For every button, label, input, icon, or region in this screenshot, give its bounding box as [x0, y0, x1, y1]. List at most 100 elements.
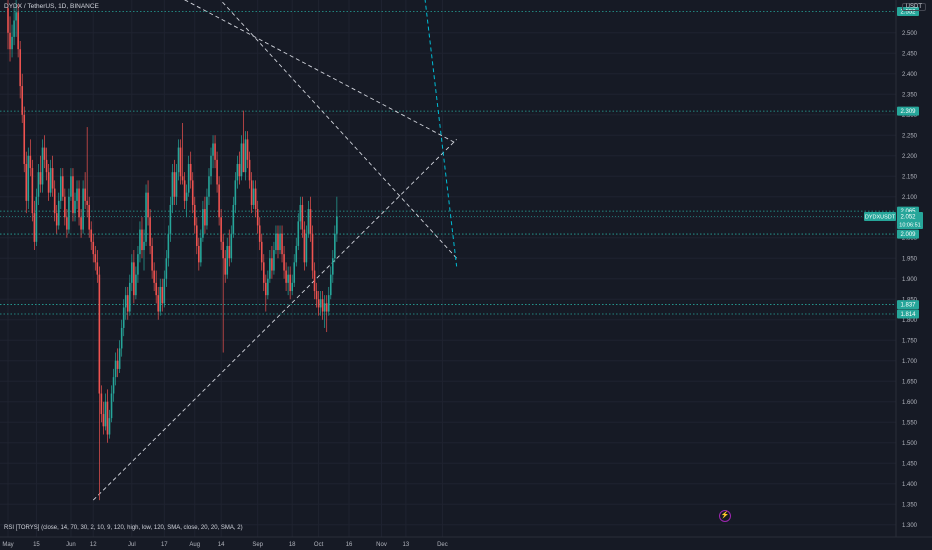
candle-body — [275, 233, 277, 251]
candle-body — [129, 282, 131, 312]
x-tick-label: Oct — [314, 542, 324, 548]
price-level-label: 2.309 — [900, 109, 916, 115]
candle-body — [202, 209, 204, 238]
candle-body — [181, 176, 184, 181]
candle-body — [301, 204, 304, 230]
candle-body — [165, 258, 168, 279]
candle-body — [153, 270, 155, 283]
y-tick-label: 1.750 — [902, 338, 918, 344]
price-level-label: 2.552 — [900, 9, 916, 15]
time-axis[interactable]: May 15 Jun 12 Jul 17 Aug 14 Sep 18 Oct 16 Nov 13 Dec — [2, 542, 447, 548]
countdown-label: 10:06:51 — [899, 222, 920, 228]
candle-body — [195, 225, 198, 246]
x-tick-label: Nov — [376, 542, 387, 548]
candle-body — [118, 348, 121, 369]
candle-body — [187, 163, 190, 193]
candle-body — [200, 237, 202, 263]
candle-body — [208, 176, 210, 197]
candle-body — [49, 168, 52, 193]
candle-body — [236, 163, 239, 181]
candle-body — [88, 204, 90, 230]
candle-body — [135, 274, 137, 296]
candle-body — [29, 155, 32, 169]
candle-body — [66, 217, 68, 230]
candle-body — [102, 414, 105, 427]
price-level-label: 2.009 — [900, 232, 916, 238]
candle-body — [76, 188, 78, 201]
candle-body — [9, 32, 11, 50]
candle-body — [133, 262, 135, 296]
candle-body — [53, 188, 56, 214]
y-tick-label: 2.400 — [902, 72, 918, 78]
candle-body — [327, 295, 330, 312]
candle-body — [216, 159, 218, 185]
symbol-title[interactable]: DYDX / TetherUS, 1D, BINANCE — [4, 3, 99, 10]
candle-body — [169, 204, 172, 234]
trend-line — [92, 139, 457, 501]
y-tick-label: 2.250 — [902, 133, 918, 139]
candle-body — [19, 49, 21, 87]
candle-body — [222, 241, 224, 259]
price-axis[interactable]: 1.300 1.350 1.400 1.450 1.500 1.550 1.600 1.650… — [902, 31, 918, 529]
candle-body — [299, 204, 302, 222]
candle-body — [62, 176, 64, 197]
candle-body — [277, 233, 279, 251]
x-tick-label: Aug — [189, 542, 200, 548]
candle-body — [214, 143, 216, 160]
candle-body — [139, 229, 141, 255]
candle-body — [47, 172, 50, 193]
candles — [7, 0, 338, 501]
candle-body — [82, 188, 84, 230]
y-tick-label: 2.100 — [902, 195, 918, 201]
candle-body — [248, 159, 251, 181]
candle-body — [204, 209, 206, 226]
candle-body — [297, 221, 300, 246]
last-price-label: 2.052 — [900, 214, 916, 220]
candle-body — [31, 168, 34, 214]
candle-body — [307, 209, 310, 234]
candle-body — [124, 295, 127, 308]
candle-body — [110, 393, 113, 419]
candle-body — [260, 241, 263, 263]
trend-line — [184, 0, 457, 144]
lightning-icon[interactable]: ⚡ — [719, 510, 731, 522]
candle-body — [74, 200, 76, 214]
candle-body — [179, 147, 182, 177]
candle-body — [317, 299, 320, 308]
candle-body — [173, 172, 176, 197]
candle-body — [43, 147, 46, 160]
candle-body — [64, 196, 66, 218]
candle-body — [313, 270, 316, 292]
candle-body — [104, 401, 107, 427]
candle-body — [329, 274, 332, 296]
y-tick-label: 1.550 — [902, 420, 918, 426]
y-tick-label: 1.300 — [902, 523, 918, 529]
candle-body — [336, 216, 338, 234]
x-tick-label: May — [2, 542, 13, 548]
candle-body — [246, 139, 249, 160]
candle-body — [267, 278, 269, 296]
candle-body — [250, 180, 253, 205]
candle-body — [143, 241, 145, 251]
candle-body — [13, 20, 15, 37]
currency-button[interactable]: USDT — [901, 3, 926, 11]
candle-body — [283, 254, 285, 271]
candle-body — [271, 258, 273, 271]
candle-body — [23, 114, 26, 164]
candle-body — [311, 233, 314, 271]
y-tick-label: 1.600 — [902, 400, 918, 406]
candle-body — [279, 233, 281, 251]
candle-body — [155, 282, 157, 296]
candle-body — [116, 360, 119, 369]
trend-lines — [92, 0, 458, 501]
candle-body — [293, 262, 296, 283]
candle-body — [295, 245, 298, 263]
candle-body — [55, 213, 58, 226]
grid — [0, 0, 896, 537]
y-tick-label: 1.950 — [902, 256, 918, 262]
candle-body — [258, 225, 261, 242]
candle-body — [287, 274, 289, 283]
y-tick-label: 1.350 — [902, 502, 918, 508]
rsi-indicator-label[interactable]: RSI [TORYS] (close, 14, 70, 30, 2, 10, 9… — [4, 525, 243, 531]
